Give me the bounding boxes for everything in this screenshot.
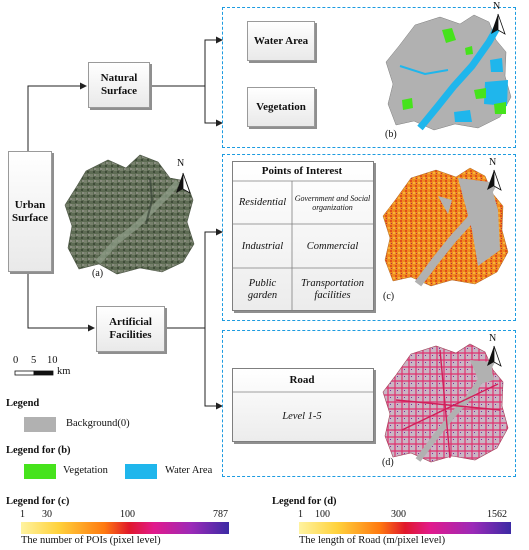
road-table	[232, 368, 374, 442]
legend-c-tick-3: 100	[120, 509, 135, 520]
legend-d-tick-1: 1	[298, 509, 303, 520]
poi-government: Government and Social organization	[294, 193, 371, 213]
legend-c-tick-1: 1	[20, 509, 25, 520]
panel-c	[222, 154, 516, 321]
legend-background-swatch	[24, 417, 56, 432]
legend-vegetation-label: Vegetation	[63, 465, 108, 476]
north-label-c: N	[489, 157, 497, 168]
artificial-facilities-label: Artificial Facilities	[109, 316, 152, 341]
water-area-label: Water Area	[253, 34, 309, 47]
legend-vegetation-swatch	[24, 464, 56, 479]
scale-tick-5: 5	[31, 355, 37, 366]
poi-industrial: Industrial	[241, 240, 284, 252]
poi-title: Points of Interest	[261, 165, 343, 177]
poi-transportation: Transportation facilities	[300, 277, 365, 301]
water-area-node: Water Area	[247, 21, 315, 61]
caption-c: (c)	[383, 291, 395, 302]
legend-d-tick-3: 300	[391, 509, 406, 520]
caption-d: (d)	[382, 457, 394, 468]
vegetation-label: Vegetation	[256, 100, 306, 113]
north-label-d: N	[489, 333, 497, 344]
north-label-a: N	[177, 158, 185, 169]
vegetation-node: Vegetation	[247, 87, 315, 127]
poi-residential: Residential	[238, 197, 287, 208]
natural-surface-node: Natural Surface	[88, 62, 150, 108]
legend-water-label: Water Area	[165, 465, 213, 476]
artificial-facilities-node: Artificial Facilities	[96, 306, 165, 352]
caption-a: (a)	[92, 268, 104, 279]
legend-d-colorbar	[299, 522, 511, 534]
legend-c-tick-2: 30	[42, 509, 52, 520]
legend-d-title: Legend for (d)	[272, 496, 337, 507]
scale-unit: km	[57, 366, 71, 377]
poi-commercial: Commercial	[306, 240, 359, 252]
urban-surface-node: Urban Surface	[8, 151, 52, 272]
poi-public-garden: Public garden	[247, 277, 278, 301]
road-level: Level 1-5	[282, 410, 322, 422]
scale-tick-10: 10	[47, 355, 58, 366]
legend-c-caption: The number of POIs (pixel level)	[21, 535, 161, 546]
legend-c-colorbar	[21, 522, 229, 534]
legend-background-label: Background(0)	[66, 418, 130, 429]
caption-b: (b)	[385, 129, 397, 140]
panel-b	[222, 7, 516, 148]
legend-d-caption: The length of Road (m/pixel level)	[299, 535, 446, 546]
legend-b-title: Legend for (b)	[6, 445, 71, 456]
north-label-b: N	[493, 1, 501, 12]
legend-d-tick-4: 1562	[487, 509, 507, 520]
urban-surface-label: Urban Surface	[11, 198, 49, 224]
legend-water-swatch	[125, 464, 157, 479]
legend-d-tick-2: 100	[315, 509, 330, 520]
poi-table	[232, 161, 374, 311]
legend-c-title: Legend for (c)	[6, 496, 70, 507]
legend-title: Legend	[6, 398, 40, 409]
road-title: Road	[289, 374, 315, 386]
panel-d	[222, 330, 516, 477]
scale-tick-0: 0	[13, 355, 19, 366]
natural-surface-label: Natural Surface	[100, 72, 138, 97]
legend-c-tick-4: 787	[213, 509, 228, 520]
